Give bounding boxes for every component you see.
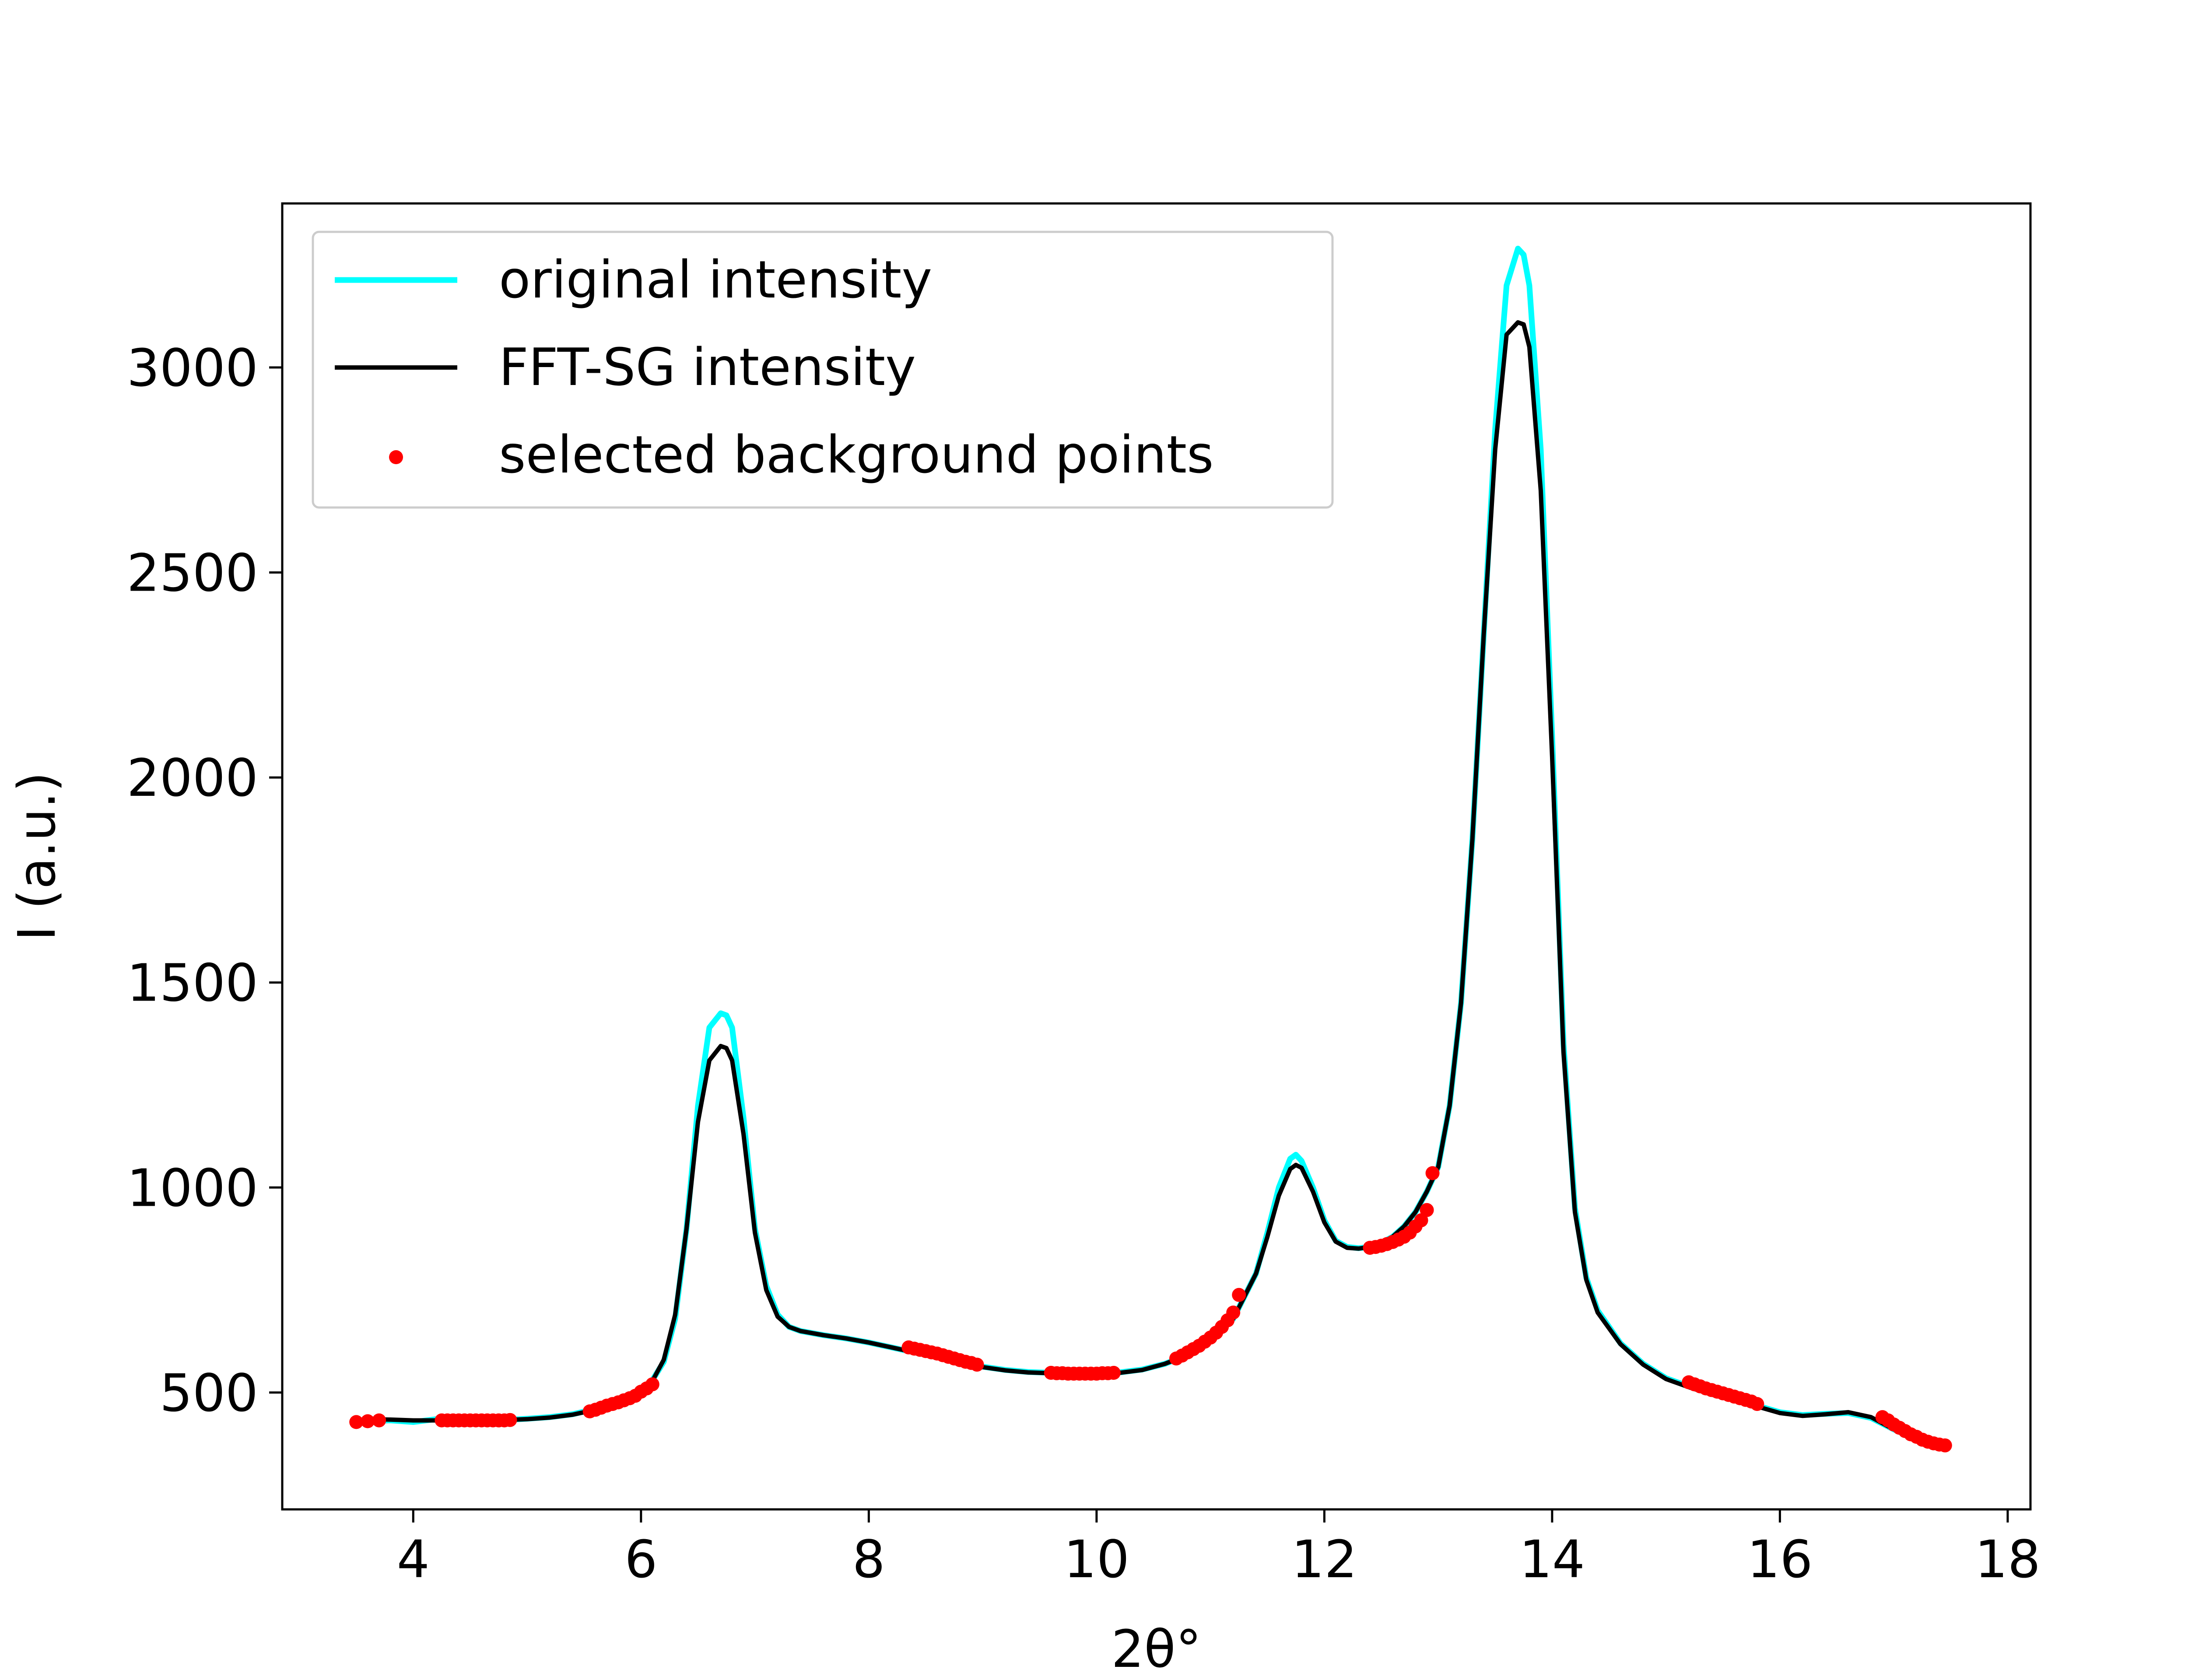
y-tick-label: 1000	[127, 1158, 258, 1218]
legend-swatch	[389, 450, 403, 464]
background-point	[1750, 1397, 1764, 1411]
x-axis-label: 2θ°	[1111, 1619, 1201, 1679]
legend-label: selected background points	[499, 424, 1213, 485]
background-point	[1226, 1306, 1241, 1320]
axes-layer: 4 6 8 10 12 14 16 18 500 1000 1500 2000 2500 3000	[127, 202, 2041, 1589]
background-point	[1938, 1438, 1952, 1452]
y-tick-label: 1500	[127, 953, 258, 1013]
background-point	[1420, 1203, 1434, 1217]
background-point	[361, 1414, 375, 1428]
background-point	[970, 1358, 984, 1372]
series-layer	[349, 245, 1952, 1452]
y-tick-label: 2500	[127, 542, 258, 603]
y-tick-label: 2000	[127, 748, 258, 808]
x-tick-label: 12	[1291, 1529, 1357, 1589]
background-point	[645, 1377, 659, 1392]
x-tick-label: 8	[852, 1529, 885, 1589]
y-axis-label: I (a.u.)	[7, 772, 67, 941]
legend-label: original intensity	[499, 249, 932, 310]
legend-label: FFT-SG intensity	[499, 337, 916, 397]
background-point	[349, 1415, 364, 1429]
y-tick-label: 3000	[127, 338, 258, 398]
x-tick-label: 10	[1064, 1529, 1129, 1589]
series-line-fft-sg-intensity	[365, 320, 1942, 1447]
axes-frame	[281, 202, 2032, 1511]
background-point	[1414, 1213, 1428, 1228]
legend: original intensity FFT-SG intensity select…	[312, 231, 1334, 509]
x-tick-label: 6	[624, 1529, 657, 1589]
background-point	[1106, 1365, 1121, 1380]
x-tick-label: 14	[1519, 1529, 1585, 1589]
y-tick-label: 500	[160, 1363, 258, 1423]
scatter-background-points	[349, 1166, 1952, 1452]
x-tick-label: 4	[397, 1529, 430, 1589]
background-point	[503, 1413, 517, 1427]
background-point	[372, 1413, 386, 1428]
background-point	[1232, 1288, 1246, 1302]
x-tick-label: 18	[1975, 1529, 2041, 1589]
background-point	[1425, 1166, 1440, 1180]
legend-box	[312, 231, 1334, 509]
x-tick-label: 16	[1747, 1529, 1813, 1589]
